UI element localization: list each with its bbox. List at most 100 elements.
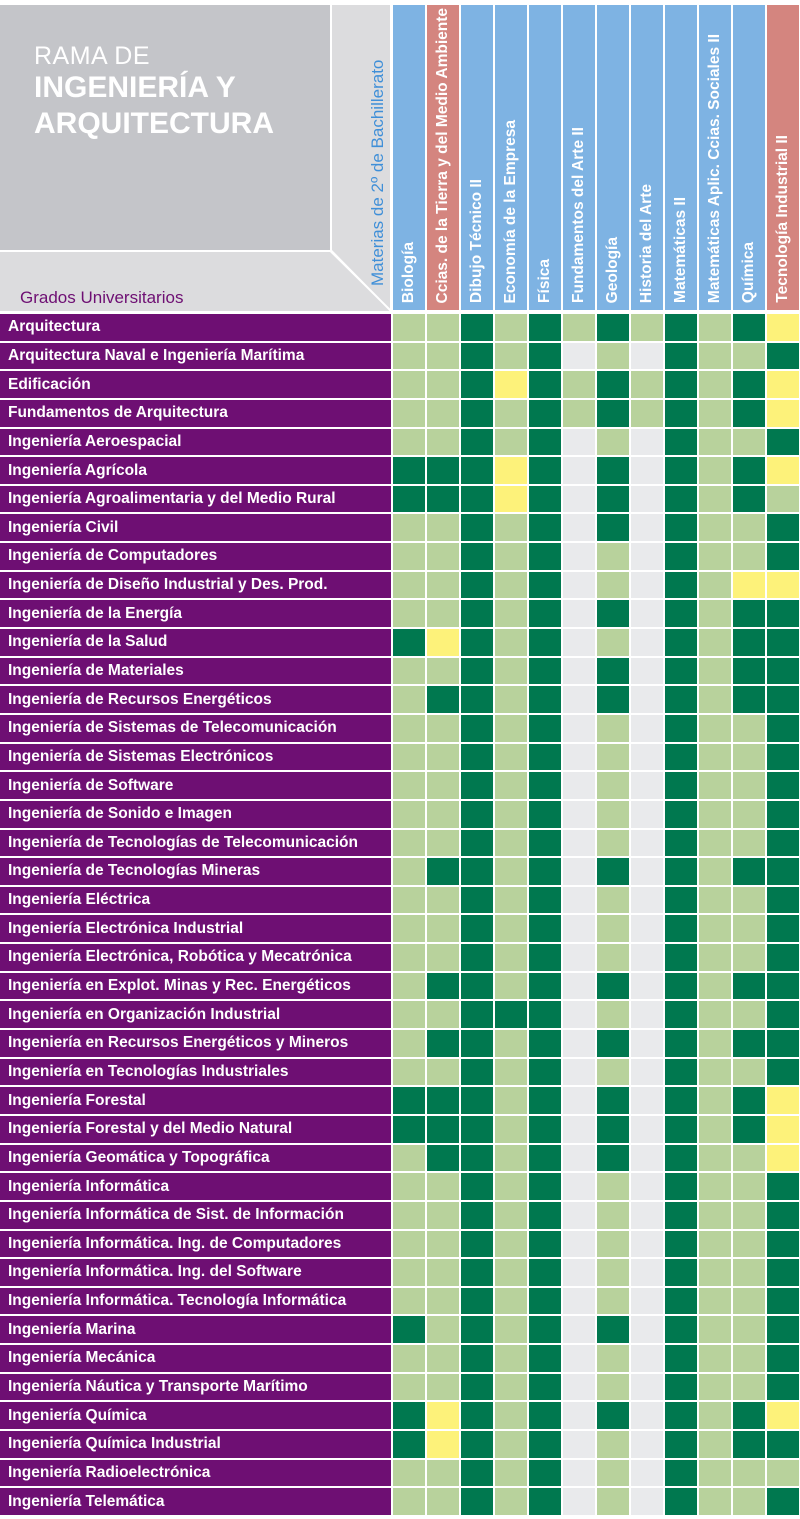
table-cell-light bbox=[699, 485, 731, 513]
table-cell-dark bbox=[461, 1201, 493, 1229]
table-cell-dark bbox=[733, 371, 765, 398]
table-cell-dark bbox=[461, 428, 493, 456]
degree-name: Ingeniería Informática. Ing. de Computad… bbox=[0, 1230, 391, 1258]
column-header-label: Materias de 2º de Bachillerato bbox=[368, 59, 387, 286]
table-cell-gray bbox=[631, 600, 663, 628]
table-cell-dark bbox=[529, 858, 561, 885]
table-cell-dark bbox=[597, 371, 629, 398]
table-cell-dark bbox=[665, 915, 697, 943]
table-cell-gray bbox=[563, 1087, 595, 1114]
table-cell-gray bbox=[631, 743, 663, 771]
table-cell-light bbox=[427, 1230, 459, 1258]
table-cell-light bbox=[699, 371, 731, 398]
table-cell-light bbox=[495, 800, 527, 828]
table-cell-yellow bbox=[495, 457, 527, 484]
table-cell-dark bbox=[427, 858, 459, 885]
table-cell-light bbox=[427, 1001, 459, 1029]
table-cell-dark bbox=[529, 886, 561, 914]
table-cell-gray bbox=[631, 1058, 663, 1086]
table-cell-dark bbox=[665, 972, 697, 1000]
table-cell-dark bbox=[461, 1058, 493, 1086]
table-cell-light bbox=[393, 1459, 425, 1487]
table-cell-dark bbox=[767, 829, 799, 857]
table-cell-light bbox=[427, 342, 459, 370]
table-cell-dark bbox=[767, 886, 799, 914]
table-cell-light bbox=[427, 1316, 459, 1344]
table-cell-light bbox=[563, 371, 595, 398]
degree-name: Ingeniería de Diseño Industrial y Des. P… bbox=[0, 571, 391, 599]
table-cell-dark bbox=[767, 686, 799, 713]
table-cell-dark bbox=[529, 543, 561, 570]
table-cell-dark bbox=[733, 1115, 765, 1143]
table-cell-dark bbox=[461, 1230, 493, 1258]
table-cell-gray bbox=[563, 571, 595, 599]
table-cell-light bbox=[427, 428, 459, 456]
table-cell-light bbox=[597, 1459, 629, 1487]
table-cell-light bbox=[699, 714, 731, 742]
table-cell-gray bbox=[631, 1201, 663, 1229]
subject-header: Geología bbox=[597, 5, 629, 310]
table-cell-dark bbox=[665, 714, 697, 742]
table-cell-dark bbox=[665, 800, 697, 828]
table-cell-light bbox=[733, 1488, 765, 1515]
table-cell-light bbox=[427, 657, 459, 685]
subject-header: Física bbox=[529, 5, 561, 310]
table-cell-dark bbox=[665, 886, 697, 914]
table-cell-gray bbox=[631, 1259, 663, 1286]
degree-name: Ingeniería de Sistemas de Telecomunicaci… bbox=[0, 714, 391, 742]
table-cell-light bbox=[393, 1001, 425, 1029]
subject-header-label: Matemáticas II bbox=[672, 197, 689, 303]
table-cell-dark bbox=[767, 1488, 799, 1515]
table-cell-dark bbox=[461, 915, 493, 943]
table-cell-dark bbox=[427, 485, 459, 513]
table-cell-light bbox=[495, 514, 527, 542]
table-cell-light bbox=[699, 972, 731, 1000]
table-cell-yellow bbox=[767, 457, 799, 484]
table-cell-light bbox=[393, 657, 425, 685]
table-cell-gray bbox=[631, 886, 663, 914]
table-cell-light bbox=[393, 1144, 425, 1172]
table-cell-dark bbox=[767, 800, 799, 828]
table-cell-light bbox=[495, 1115, 527, 1143]
table-cell-dark bbox=[665, 629, 697, 656]
degree-subject-table: Arquitectura Arquitectura Naval e Ingenie… bbox=[0, 314, 799, 1515]
table-cell-dark bbox=[529, 314, 561, 341]
degree-name: Edificación bbox=[0, 371, 391, 398]
table-cell-light bbox=[495, 1030, 527, 1057]
branch-title-line1: RAMA DE bbox=[34, 42, 151, 70]
table-cell-light bbox=[427, 772, 459, 799]
table-cell-light bbox=[733, 1201, 765, 1229]
table-cell-dark bbox=[529, 972, 561, 1000]
table-cell-gray bbox=[563, 428, 595, 456]
subject-header-label: Economía de la Empresa bbox=[502, 119, 519, 304]
table-cell-dark bbox=[529, 629, 561, 656]
table-cell-gray bbox=[563, 1488, 595, 1515]
table-cell-light bbox=[597, 428, 629, 456]
table-cell-dark bbox=[427, 686, 459, 713]
table-cell-light bbox=[563, 399, 595, 427]
table-cell-dark bbox=[767, 772, 799, 799]
table-cell-light bbox=[699, 657, 731, 685]
table-cell-light bbox=[495, 314, 527, 341]
table-cell-dark bbox=[767, 1030, 799, 1057]
degree-name: Ingeniería Radioelectrónica bbox=[0, 1459, 391, 1487]
table-cell-dark bbox=[461, 1287, 493, 1315]
table-cell-gray bbox=[631, 686, 663, 713]
table-cell-gray bbox=[563, 686, 595, 713]
table-cell-light bbox=[393, 1345, 425, 1372]
table-cell-dark bbox=[461, 543, 493, 570]
table-cell-dark bbox=[767, 600, 799, 628]
table-cell-light bbox=[699, 1030, 731, 1057]
table-cell-yellow bbox=[767, 371, 799, 398]
degree-name: Ingeniería en Explot. Minas y Rec. Energ… bbox=[0, 972, 391, 1000]
table-cell-gray bbox=[563, 1173, 595, 1200]
table-cell-dark bbox=[665, 1316, 697, 1344]
table-cell-light bbox=[733, 1316, 765, 1344]
table-cell-dark bbox=[597, 485, 629, 513]
table-cell-light bbox=[733, 1345, 765, 1372]
table-cell-light bbox=[699, 1373, 731, 1401]
table-cell-light bbox=[495, 1230, 527, 1258]
table-cell-light bbox=[699, 1259, 731, 1286]
table-cell-dark bbox=[767, 944, 799, 971]
table-cell-dark bbox=[529, 714, 561, 742]
